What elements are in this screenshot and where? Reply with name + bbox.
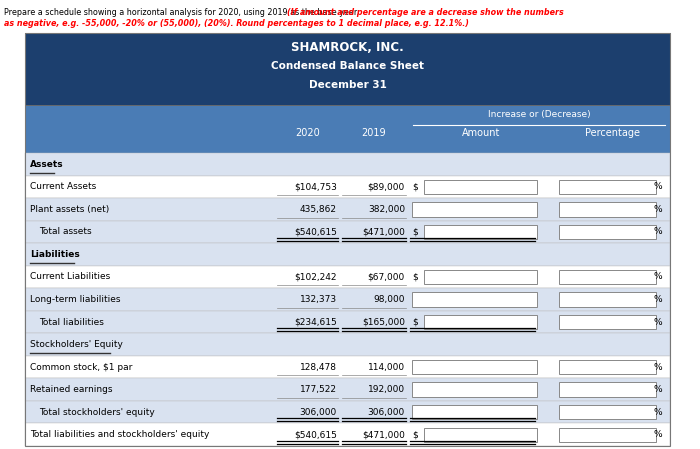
Text: $165,000: $165,000 bbox=[362, 317, 405, 326]
Text: $234,615: $234,615 bbox=[294, 317, 337, 326]
Text: 128,478: 128,478 bbox=[300, 363, 337, 372]
Text: Current Liabilities: Current Liabilities bbox=[30, 273, 111, 282]
FancyBboxPatch shape bbox=[25, 176, 670, 198]
Text: %: % bbox=[653, 295, 662, 304]
FancyBboxPatch shape bbox=[424, 315, 537, 329]
FancyBboxPatch shape bbox=[412, 405, 537, 419]
FancyBboxPatch shape bbox=[559, 405, 656, 419]
Text: %: % bbox=[653, 182, 662, 191]
Text: Liabilities: Liabilities bbox=[30, 250, 80, 259]
Text: 382,000: 382,000 bbox=[368, 205, 405, 214]
FancyBboxPatch shape bbox=[559, 180, 656, 194]
Text: as negative, e.g. -55,000, -20% or (55,000), (20%). Round percentages to 1 decim: as negative, e.g. -55,000, -20% or (55,0… bbox=[4, 19, 469, 28]
FancyBboxPatch shape bbox=[424, 270, 537, 284]
Text: Stockholders' Equity: Stockholders' Equity bbox=[30, 340, 123, 349]
Text: Current Assets: Current Assets bbox=[30, 182, 97, 191]
Text: $: $ bbox=[412, 273, 418, 282]
FancyBboxPatch shape bbox=[559, 270, 656, 284]
FancyBboxPatch shape bbox=[559, 292, 656, 307]
Text: $540,615: $540,615 bbox=[294, 430, 337, 439]
Text: $: $ bbox=[412, 227, 418, 236]
FancyBboxPatch shape bbox=[559, 315, 656, 329]
Text: $67,000: $67,000 bbox=[368, 273, 405, 282]
Text: $471,000: $471,000 bbox=[362, 227, 405, 236]
FancyBboxPatch shape bbox=[412, 360, 537, 374]
Text: Total assets: Total assets bbox=[39, 227, 92, 236]
Text: 306,000: 306,000 bbox=[300, 408, 337, 417]
FancyBboxPatch shape bbox=[25, 379, 670, 401]
Text: Percentage: Percentage bbox=[585, 128, 640, 138]
Text: $: $ bbox=[412, 182, 418, 191]
FancyBboxPatch shape bbox=[25, 311, 670, 333]
FancyBboxPatch shape bbox=[25, 423, 670, 446]
FancyBboxPatch shape bbox=[559, 427, 656, 442]
FancyBboxPatch shape bbox=[25, 266, 670, 288]
FancyBboxPatch shape bbox=[25, 105, 670, 153]
FancyBboxPatch shape bbox=[424, 224, 537, 239]
Text: Assets: Assets bbox=[30, 160, 64, 169]
FancyBboxPatch shape bbox=[25, 333, 670, 356]
FancyBboxPatch shape bbox=[559, 224, 656, 239]
Text: $471,000: $471,000 bbox=[362, 430, 405, 439]
Text: %: % bbox=[653, 363, 662, 372]
Text: $540,615: $540,615 bbox=[294, 227, 337, 236]
FancyBboxPatch shape bbox=[412, 292, 537, 307]
FancyBboxPatch shape bbox=[412, 383, 537, 397]
Text: Plant assets (net): Plant assets (net) bbox=[30, 205, 109, 214]
FancyBboxPatch shape bbox=[559, 383, 656, 397]
Text: Total liabilities and stockholders' equity: Total liabilities and stockholders' equi… bbox=[30, 430, 209, 439]
Text: Common stock, $1 par: Common stock, $1 par bbox=[30, 363, 132, 372]
Text: 114,000: 114,000 bbox=[368, 363, 405, 372]
FancyBboxPatch shape bbox=[559, 360, 656, 374]
FancyBboxPatch shape bbox=[25, 243, 670, 266]
FancyBboxPatch shape bbox=[25, 198, 670, 220]
Text: %: % bbox=[653, 205, 662, 214]
Text: Retained earnings: Retained earnings bbox=[30, 385, 113, 394]
FancyBboxPatch shape bbox=[25, 401, 670, 423]
Text: December 31: December 31 bbox=[309, 80, 386, 90]
FancyBboxPatch shape bbox=[424, 180, 537, 194]
Text: %: % bbox=[653, 385, 662, 394]
Text: 132,373: 132,373 bbox=[300, 295, 337, 304]
Text: $104,753: $104,753 bbox=[294, 182, 337, 191]
Text: 2019: 2019 bbox=[362, 128, 386, 138]
FancyBboxPatch shape bbox=[25, 33, 670, 105]
FancyBboxPatch shape bbox=[412, 202, 537, 216]
Text: Condensed Balance Sheet: Condensed Balance Sheet bbox=[271, 61, 424, 71]
Text: %: % bbox=[653, 227, 662, 236]
Text: 435,862: 435,862 bbox=[300, 205, 337, 214]
Text: Long-term liabilities: Long-term liabilities bbox=[30, 295, 120, 304]
FancyBboxPatch shape bbox=[25, 288, 670, 311]
Text: $: $ bbox=[412, 430, 418, 439]
Text: (If amount and percentage are a decrease show the numbers: (If amount and percentage are a decrease… bbox=[288, 8, 564, 17]
Text: Total liabilities: Total liabilities bbox=[39, 317, 104, 326]
Text: 192,000: 192,000 bbox=[368, 385, 405, 394]
Text: SHAMROCK, INC.: SHAMROCK, INC. bbox=[291, 41, 404, 54]
Text: %: % bbox=[653, 430, 662, 439]
Text: %: % bbox=[653, 408, 662, 417]
FancyBboxPatch shape bbox=[25, 220, 670, 243]
Text: $: $ bbox=[412, 317, 418, 326]
FancyBboxPatch shape bbox=[25, 356, 670, 379]
Text: Amount: Amount bbox=[462, 128, 500, 138]
FancyBboxPatch shape bbox=[559, 202, 656, 216]
Text: %: % bbox=[653, 317, 662, 326]
Text: $102,242: $102,242 bbox=[295, 273, 337, 282]
Text: 2020: 2020 bbox=[295, 128, 320, 138]
Text: $89,000: $89,000 bbox=[368, 182, 405, 191]
FancyBboxPatch shape bbox=[25, 153, 670, 176]
Text: %: % bbox=[653, 273, 662, 282]
Text: 98,000: 98,000 bbox=[374, 295, 405, 304]
FancyBboxPatch shape bbox=[424, 427, 537, 442]
Text: Prepare a schedule showing a horizontal analysis for 2020, using 2019 as the bas: Prepare a schedule showing a horizontal … bbox=[4, 8, 361, 17]
Text: 177,522: 177,522 bbox=[300, 385, 337, 394]
Text: Increase or (Decrease): Increase or (Decrease) bbox=[488, 110, 590, 119]
Text: 306,000: 306,000 bbox=[368, 408, 405, 417]
Text: Total stockholders' equity: Total stockholders' equity bbox=[39, 408, 155, 417]
